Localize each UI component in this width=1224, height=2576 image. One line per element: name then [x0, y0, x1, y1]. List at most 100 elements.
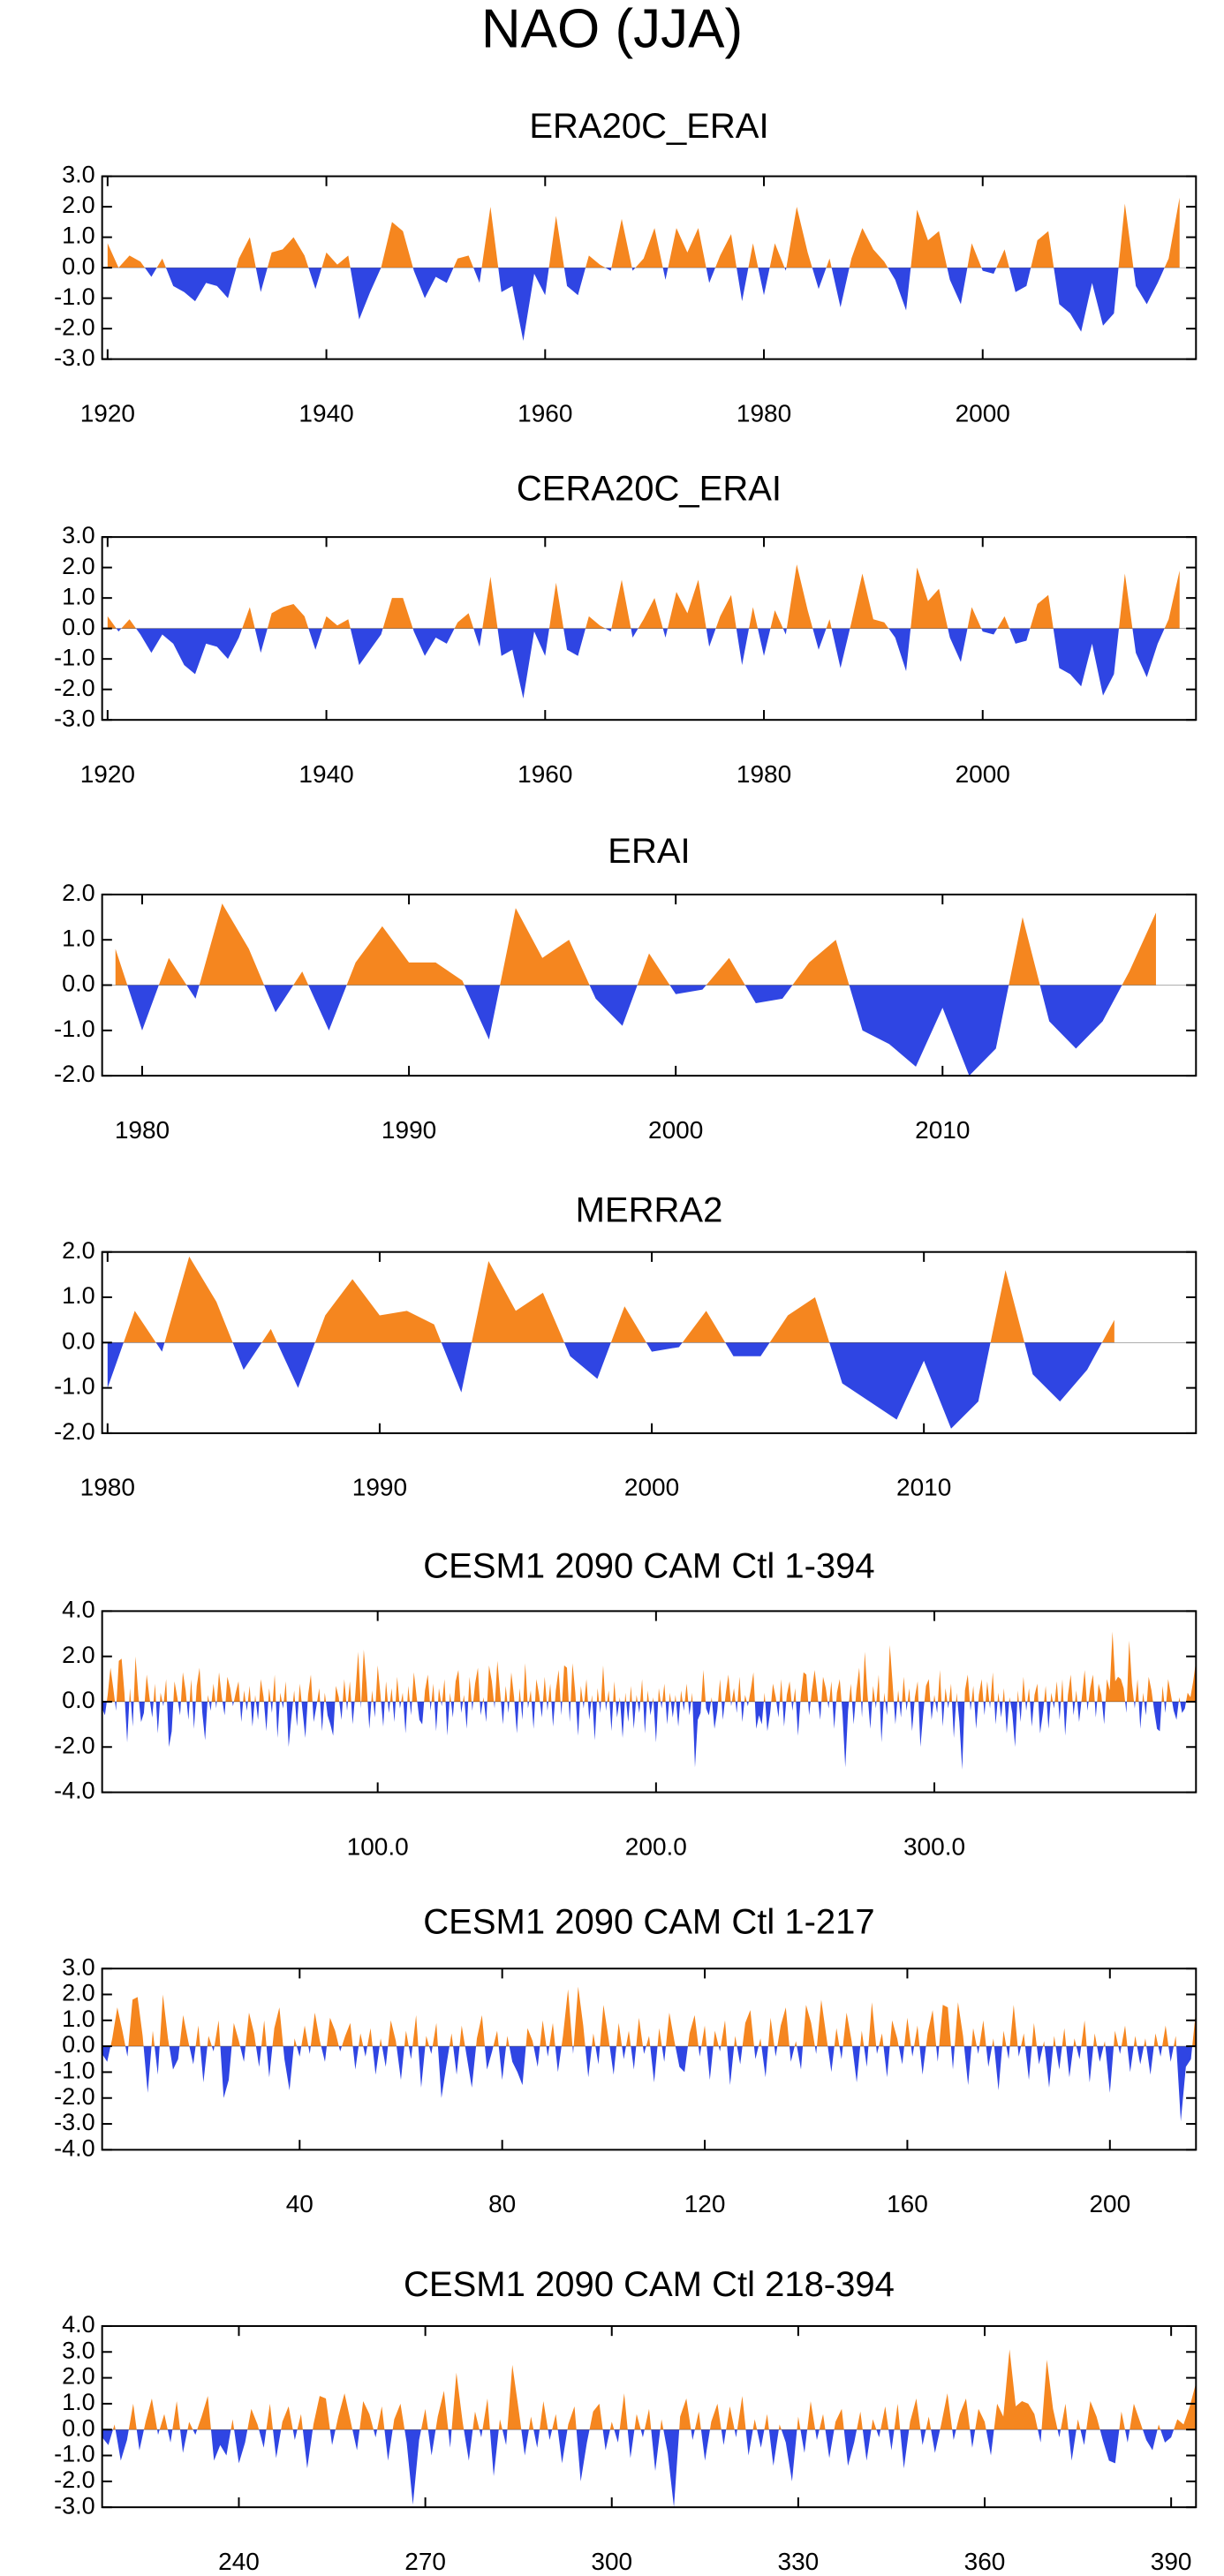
y-tick-label: 2.0: [62, 1642, 95, 1668]
negative-area: [115, 985, 1156, 1076]
positive-area: [102, 2349, 1197, 2430]
y-tick-label: 2.0: [62, 880, 95, 906]
y-tick-label: -3.0: [54, 705, 95, 731]
x-tick-label: 1980: [737, 399, 791, 427]
x-tick-label: 1940: [298, 399, 353, 427]
y-tick-label: 1.0: [62, 583, 95, 609]
y-tick-label: 3.0: [62, 1953, 95, 1980]
negative-area: [144, 268, 1165, 341]
y-tick-label: -4.0: [54, 1778, 95, 1804]
y-tick-label: 3.0: [62, 162, 95, 188]
x-tick-label: 2000: [624, 1474, 679, 1501]
y-tick-label: -3.0: [54, 2109, 95, 2135]
chart-title: CERA20C_ERAI: [517, 469, 782, 508]
x-tick-label: 240: [218, 2548, 260, 2575]
negative-area: [116, 628, 1165, 699]
chart-title: MERRA2: [576, 1191, 723, 1230]
chart-title: CESM1 2090 CAM Ctl 1-394: [423, 1546, 874, 1585]
y-tick-label: -2.0: [54, 314, 95, 340]
y-tick-label: 2.0: [62, 192, 95, 218]
y-tick-label: 1.0: [62, 2389, 95, 2415]
y-tick-label: 1.0: [62, 1282, 95, 1309]
negative-area: [102, 2429, 1175, 2508]
y-tick-label: -2.0: [54, 2083, 95, 2110]
y-tick-label: 0.0: [62, 614, 95, 640]
y-tick-label: 0.0: [62, 2414, 95, 2441]
y-tick-label: -2.0: [54, 1061, 95, 1087]
x-tick-label: 160: [887, 2190, 928, 2217]
x-tick-label: 300: [591, 2548, 632, 2575]
x-tick-label: 1980: [115, 1116, 170, 1144]
y-tick-label: -1.0: [54, 2441, 95, 2467]
x-tick-label: 200: [1089, 2190, 1130, 2217]
chart-title: ERAI: [608, 832, 690, 871]
positive-area: [110, 1986, 1197, 2047]
y-tick-label: -2.0: [54, 1418, 95, 1445]
y-tick-label: -2.0: [54, 2466, 95, 2493]
y-tick-label: 2.0: [62, 1980, 95, 2006]
y-tick-label: -1.0: [54, 2058, 95, 2084]
x-tick-label: 1920: [80, 760, 135, 788]
y-tick-label: 4.0: [62, 2311, 95, 2338]
y-tick-label: 2.0: [62, 2363, 95, 2390]
chart-title: CESM1 2090 CAM Ctl 1-217: [423, 1902, 874, 1941]
y-tick-label: 0.0: [62, 253, 95, 279]
x-tick-label: 1980: [737, 760, 791, 788]
y-tick-label: -1.0: [54, 283, 95, 310]
negative-area: [107, 1342, 1114, 1429]
x-tick-label: 2010: [896, 1474, 951, 1501]
positive-area: [106, 1631, 1197, 1702]
x-tick-label: 2000: [648, 1116, 703, 1144]
x-tick-label: 1960: [518, 760, 572, 788]
x-tick-label: 390: [1151, 2548, 1192, 2575]
y-tick-label: -2.0: [54, 675, 95, 701]
x-tick-label: 1960: [518, 399, 572, 427]
y-tick-label: -3.0: [54, 2492, 95, 2519]
x-tick-label: 1990: [382, 1116, 436, 1144]
x-tick-label: 360: [964, 2548, 1006, 2575]
x-tick-label: 120: [684, 2190, 726, 2217]
plot-frame: [101, 2324, 1198, 2509]
y-tick-label: -3.0: [54, 344, 95, 371]
main-title: NAO (JJA): [481, 0, 743, 59]
x-tick-label: 300.0: [903, 1832, 965, 1860]
y-tick-label: 1.0: [62, 925, 95, 951]
y-tick-label: 3.0: [62, 522, 95, 548]
y-tick-label: -2.0: [54, 1732, 95, 1758]
x-tick-label: 200.0: [625, 1832, 687, 1860]
y-tick-label: 0.0: [62, 1327, 95, 1354]
y-tick-label: 0.0: [62, 971, 95, 997]
y-tick-label: 2.0: [62, 1237, 95, 1264]
y-tick-label: 2.0: [62, 553, 95, 579]
y-tick-label: 3.0: [62, 2337, 95, 2363]
x-tick-label: 1920: [80, 399, 135, 427]
positive-area: [115, 903, 1156, 986]
x-tick-label: 2010: [915, 1116, 970, 1144]
y-tick-label: 1.0: [62, 2006, 95, 2032]
negative-area: [102, 2046, 1197, 2122]
x-tick-label: 1990: [352, 1474, 407, 1501]
y-tick-label: 1.0: [62, 223, 95, 249]
y-tick-label: 4.0: [62, 1596, 95, 1622]
positive-area: [123, 1256, 1114, 1343]
negative-area: [102, 1701, 1197, 1770]
y-tick-label: 0.0: [62, 1687, 95, 1713]
y-tick-label: -4.0: [54, 2134, 95, 2161]
x-tick-label: 2000: [956, 760, 1010, 788]
x-tick-label: 1940: [298, 760, 353, 788]
y-tick-label: -1.0: [54, 1016, 95, 1042]
plot-frame: [101, 1968, 1198, 2151]
y-tick-label: -1.0: [54, 1373, 95, 1400]
x-tick-label: 330: [778, 2548, 820, 2575]
y-tick-label: -1.0: [54, 644, 95, 670]
x-tick-label: 1980: [80, 1474, 135, 1501]
y-tick-label: 0.0: [62, 2031, 95, 2058]
chart-title: ERA20C_ERAI: [529, 107, 768, 146]
x-tick-label: 100.0: [347, 1832, 409, 1860]
x-tick-label: 270: [404, 2548, 446, 2575]
chart-title: CESM1 2090 CAM Ctl 218-394: [404, 2265, 895, 2304]
x-tick-label: 2000: [956, 399, 1010, 427]
x-tick-label: 80: [488, 2190, 516, 2217]
